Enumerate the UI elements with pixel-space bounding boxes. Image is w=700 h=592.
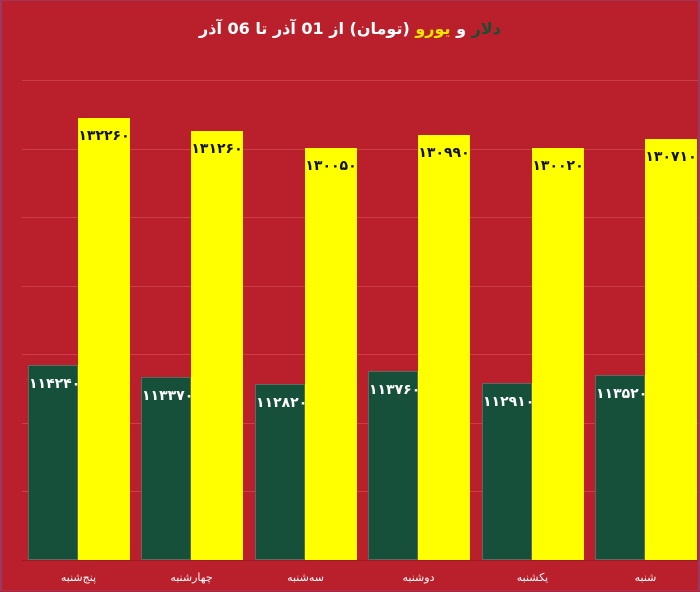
bar-value-label: ۱۱۳۵۲۰ bbox=[596, 386, 648, 402]
bar-value-label: ۱۱۳۷۶۰ bbox=[369, 382, 421, 398]
bar-dollar: ۱۱۳۳۷۰ bbox=[141, 377, 194, 560]
bar-value-label: ۱۳۰۹۹۰ bbox=[418, 145, 470, 161]
gridline bbox=[22, 491, 698, 492]
bar-euro: ۱۳۱۲۶۰ bbox=[191, 131, 243, 560]
title-rest: (تومان) از 01 آذر تا 06 آذر bbox=[199, 19, 416, 38]
gridline bbox=[22, 80, 698, 81]
gridline bbox=[22, 354, 698, 355]
x-tick-label: شنبه bbox=[634, 571, 657, 584]
x-tick-label: چهارشنبه bbox=[170, 571, 213, 584]
chart-title: دلار و یورو (تومان) از 01 آذر تا 06 آذر bbox=[2, 19, 698, 38]
bar-dollar: ۱۱۲۸۲۰ bbox=[255, 384, 308, 560]
gridline bbox=[22, 286, 698, 287]
gridline bbox=[22, 149, 698, 150]
title-and: و bbox=[450, 19, 472, 38]
bar-value-label: ۱۳۰۰۵۰ bbox=[305, 158, 357, 174]
bar-value-label: ۱۱۲۹۱۰ bbox=[483, 394, 535, 410]
x-tick-label: دوشنبه bbox=[402, 571, 435, 584]
bar-dollar: ۱۱۴۲۴۰ bbox=[28, 365, 81, 560]
gridline bbox=[22, 423, 698, 424]
x-tick-label: یکشنبه bbox=[516, 571, 549, 584]
bar-value-label: ۱۱۴۲۴۰ bbox=[29, 376, 81, 392]
bar-value-label: ۱۳۰۷۱۰ bbox=[645, 149, 697, 165]
bar-value-label: ۱۱۳۳۷۰ bbox=[142, 388, 194, 404]
bar-dollar: ۱۱۳۵۲۰ bbox=[595, 375, 648, 560]
gridline bbox=[22, 217, 698, 218]
x-tick-label: پنج‌شنبه bbox=[60, 571, 97, 584]
x-axis-baseline bbox=[22, 560, 698, 561]
title-euro: یورو bbox=[415, 19, 451, 38]
x-tick-label: سه‌شنبه bbox=[287, 571, 324, 584]
bar-dollar: ۱۱۳۷۶۰ bbox=[368, 371, 421, 560]
bar-value-label: ۱۱۲۸۲۰ bbox=[256, 395, 308, 411]
bar-value-label: ۱۳۰۰۲۰ bbox=[532, 158, 584, 174]
bar-euro: ۱۳۰۰۲۰ bbox=[532, 148, 584, 560]
bar-dollar: ۱۱۲۹۱۰ bbox=[482, 383, 535, 560]
bar-euro: ۱۳۰۰۵۰ bbox=[305, 148, 357, 560]
bar-value-label: ۱۳۱۲۶۰ bbox=[191, 141, 243, 157]
bar-euro: ۱۳۰۹۹۰ bbox=[418, 135, 470, 560]
bar-euro: ۱۳۲۲۶۰ bbox=[78, 118, 130, 560]
bar-euro: ۱۳۰۷۱۰ bbox=[645, 139, 697, 560]
bar-value-label: ۱۳۲۲۶۰ bbox=[78, 128, 130, 144]
title-dollar: دلار bbox=[471, 19, 501, 38]
